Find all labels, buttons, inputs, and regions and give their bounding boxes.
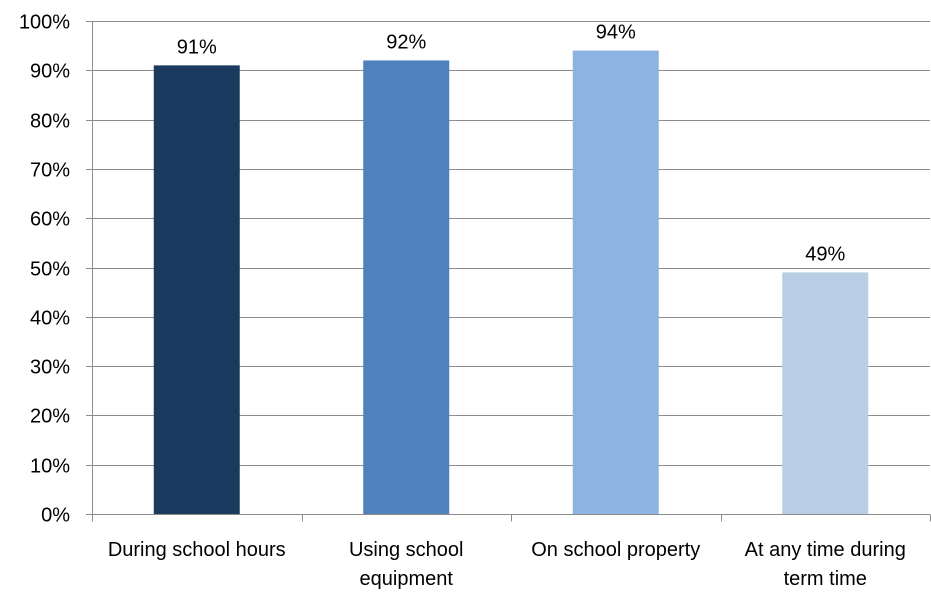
y-tick-label: 100% xyxy=(19,12,70,34)
x-category-label-line: During school hours xyxy=(108,539,286,561)
bars xyxy=(153,50,869,515)
y-tick-label: 70% xyxy=(30,160,70,182)
data-label: 91% xyxy=(177,36,217,58)
y-tick-label: 40% xyxy=(30,308,70,330)
x-axis xyxy=(92,21,931,522)
data-label: 92% xyxy=(386,31,426,53)
data-label: 49% xyxy=(805,243,845,265)
x-category-label-line: equipment xyxy=(360,568,454,590)
y-tick-label: 50% xyxy=(30,259,70,281)
bar xyxy=(572,50,659,514)
bar xyxy=(363,60,450,514)
data-labels: 91% 92% 94% 49% xyxy=(177,22,846,266)
x-category-label: Using school equipment xyxy=(349,539,464,590)
bar xyxy=(782,272,869,514)
x-category-label: On school property xyxy=(531,539,700,561)
x-category-label: At any time during term time xyxy=(745,539,906,590)
bar xyxy=(153,65,240,515)
y-tick-label: 20% xyxy=(30,406,70,428)
y-tick-label: 80% xyxy=(30,111,70,133)
y-tick-label: 60% xyxy=(30,209,70,231)
x-axis-category-labels: During school hours Using school equipment… xyxy=(108,539,906,590)
x-category-label-line: On school property xyxy=(531,539,700,561)
x-category-label-line: term time xyxy=(784,568,867,590)
y-tick-label: 10% xyxy=(30,456,70,478)
y-axis-tick-labels: 0% 10% 20% 30% 40% 50% 60% 70% 80% 90% 100% xyxy=(19,12,92,527)
x-category-label-line: At any time during xyxy=(745,539,906,561)
x-category-label: During school hours xyxy=(108,539,286,561)
y-tick-label: 90% xyxy=(30,61,70,83)
data-label: 94% xyxy=(596,22,636,44)
x-category-label-line: Using school xyxy=(349,539,464,561)
y-tick-label: 30% xyxy=(30,357,70,379)
y-tick-label: 0% xyxy=(41,505,70,527)
